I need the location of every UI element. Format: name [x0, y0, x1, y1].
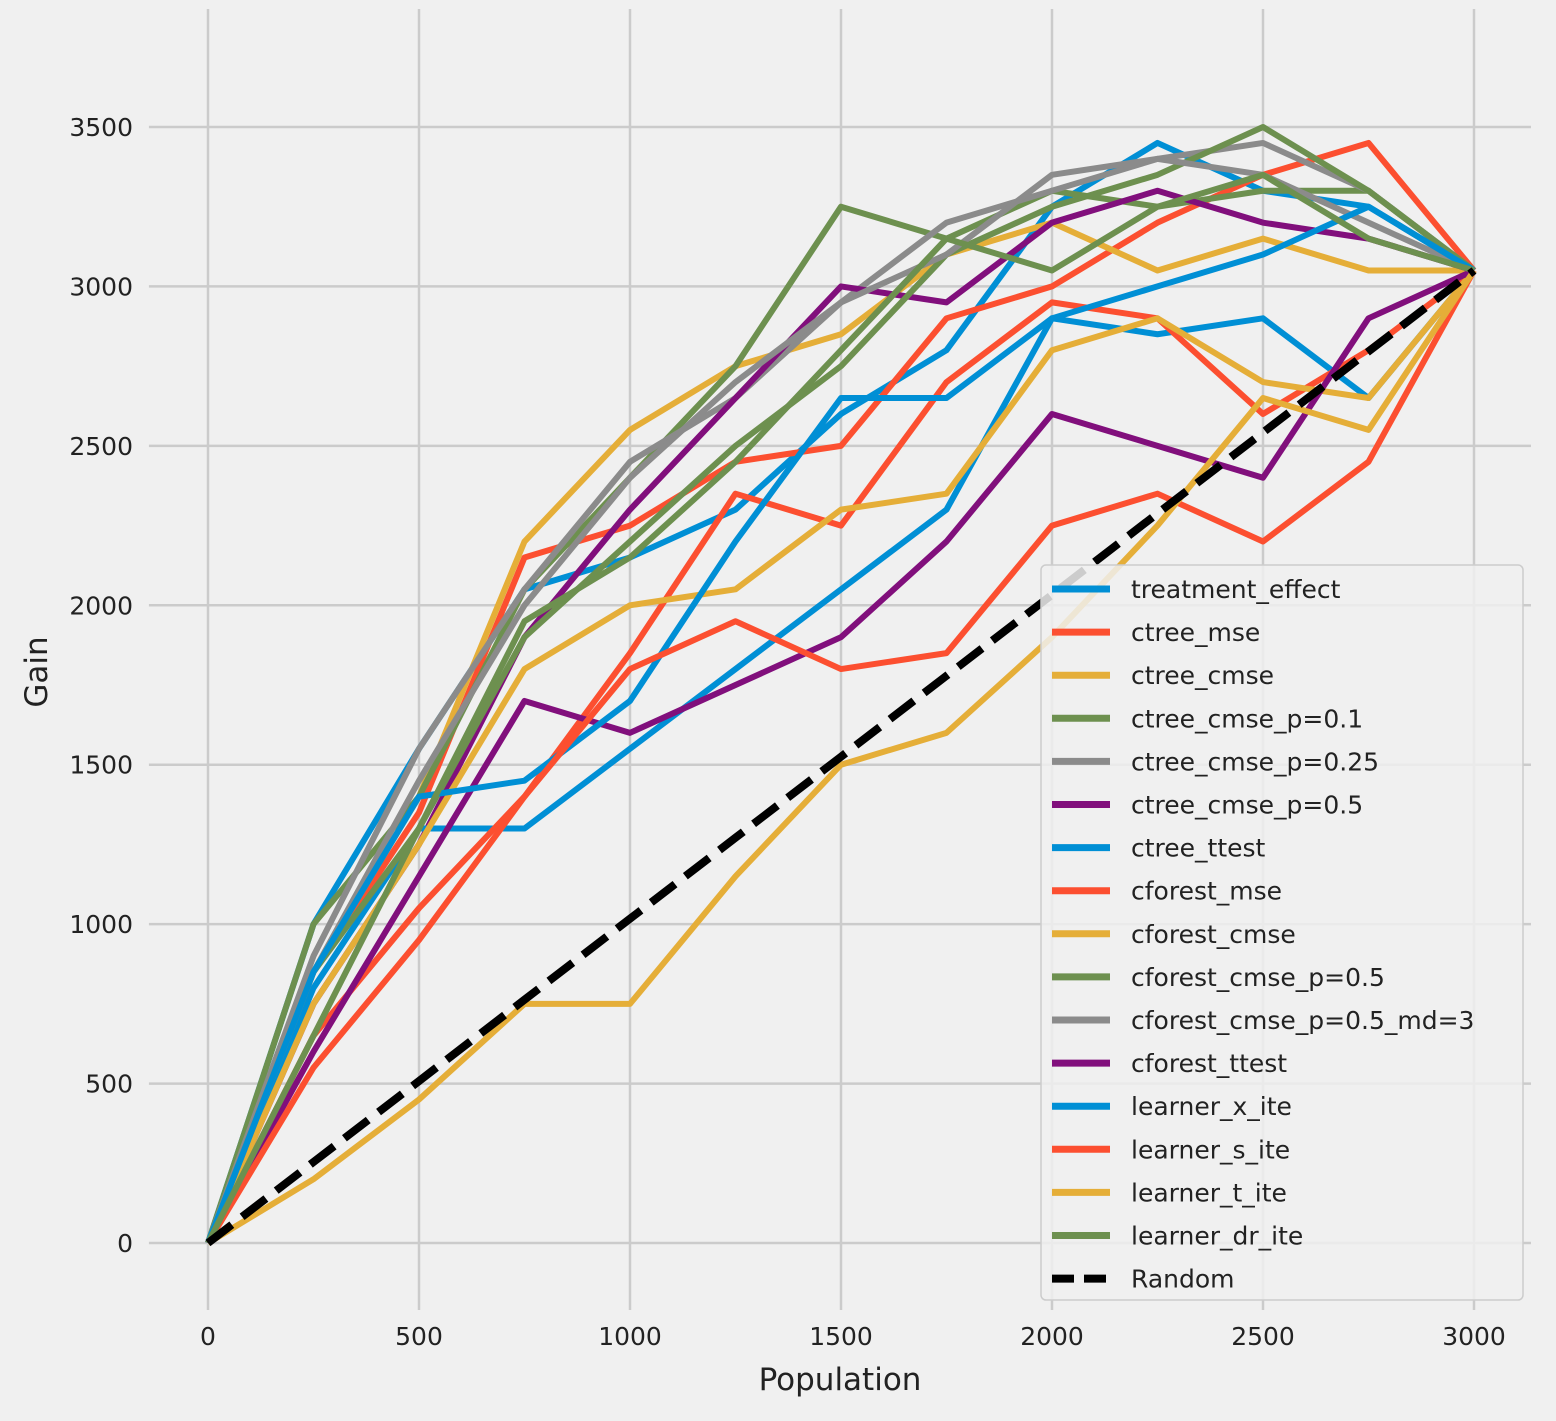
legend-box: [1040, 564, 1524, 1301]
y-tick-label: 3000: [69, 272, 133, 301]
series-line-random: [205, 267, 1477, 1247]
legend-label: ctree_mse: [1131, 618, 1260, 647]
x-axis-ticks: 0 500 1000 1500 2000 2500 3000: [200, 1322, 1506, 1351]
legend-label: cforest_cmse_p=0.5_md=3: [1131, 1006, 1474, 1035]
series-line-cforest-ttest: [205, 267, 1476, 1245]
legend-label: cforest_cmse_p=0.5: [1131, 963, 1385, 992]
x-tick-label: 1000: [598, 1322, 662, 1351]
legend-label: ctree_cmse_p=0.25: [1131, 747, 1379, 776]
series-lines: [205, 124, 1477, 1247]
legend-label: ctree_cmse: [1131, 661, 1274, 690]
x-tick-label: 3000: [1442, 1322, 1506, 1351]
y-tick-label: 500: [85, 1070, 133, 1099]
legend-label: treatment_effect: [1131, 575, 1341, 604]
legend-label: cforest_cmse: [1131, 920, 1296, 949]
legend-label: ctree_ttest: [1131, 834, 1266, 863]
series-line-learner-x-ite: [205, 203, 1476, 1245]
x-axis-label: Population: [759, 1362, 922, 1398]
legend-label: learner_s_ite: [1131, 1135, 1290, 1164]
y-axis-ticks: 0 500 1000 1500 2000 2500 3000 3500: [69, 113, 133, 1258]
y-tick-label: 3500: [69, 113, 133, 142]
series-line-cforest-mse: [205, 268, 1476, 1245]
y-tick-label: 2500: [69, 432, 133, 461]
legend: treatment_effect ctree_mse ctree_cmsectree…: [1040, 564, 1524, 1301]
series-line-learner-dr-ite: [205, 171, 1475, 1245]
legend-label: cforest_mse: [1131, 877, 1282, 906]
x-tick-label: 1500: [809, 1322, 873, 1351]
y-tick-label: 2000: [69, 591, 133, 620]
x-tick-label: 0: [200, 1322, 216, 1351]
y-tick-label: 1500: [69, 751, 133, 780]
legend-label: cforest_ttest: [1131, 1049, 1287, 1078]
x-tick-label: 2000: [1020, 1322, 1084, 1351]
series-line-learner-t-ite: [206, 268, 1477, 1246]
legend-label: ctree_cmse_p=0.1: [1131, 704, 1363, 733]
legend-label: learner_t_ite: [1131, 1178, 1287, 1207]
y-tick-label: 0: [117, 1229, 133, 1258]
series-line-learner-s-ite: [205, 269, 1477, 1245]
legend-label: learner_x_ite: [1131, 1092, 1292, 1121]
x-tick-label: 2500: [1231, 1322, 1295, 1351]
legend-label: Random: [1131, 1265, 1235, 1294]
legend-label: learner_dr_ite: [1131, 1222, 1303, 1251]
series-line-cforest-cmse: [205, 268, 1477, 1245]
legend-label: ctree_cmse_p=0.5: [1131, 791, 1363, 820]
y-tick-label: 1000: [69, 910, 133, 939]
y-axis-label: Gain: [19, 636, 55, 707]
x-tick-label: 500: [395, 1322, 443, 1351]
